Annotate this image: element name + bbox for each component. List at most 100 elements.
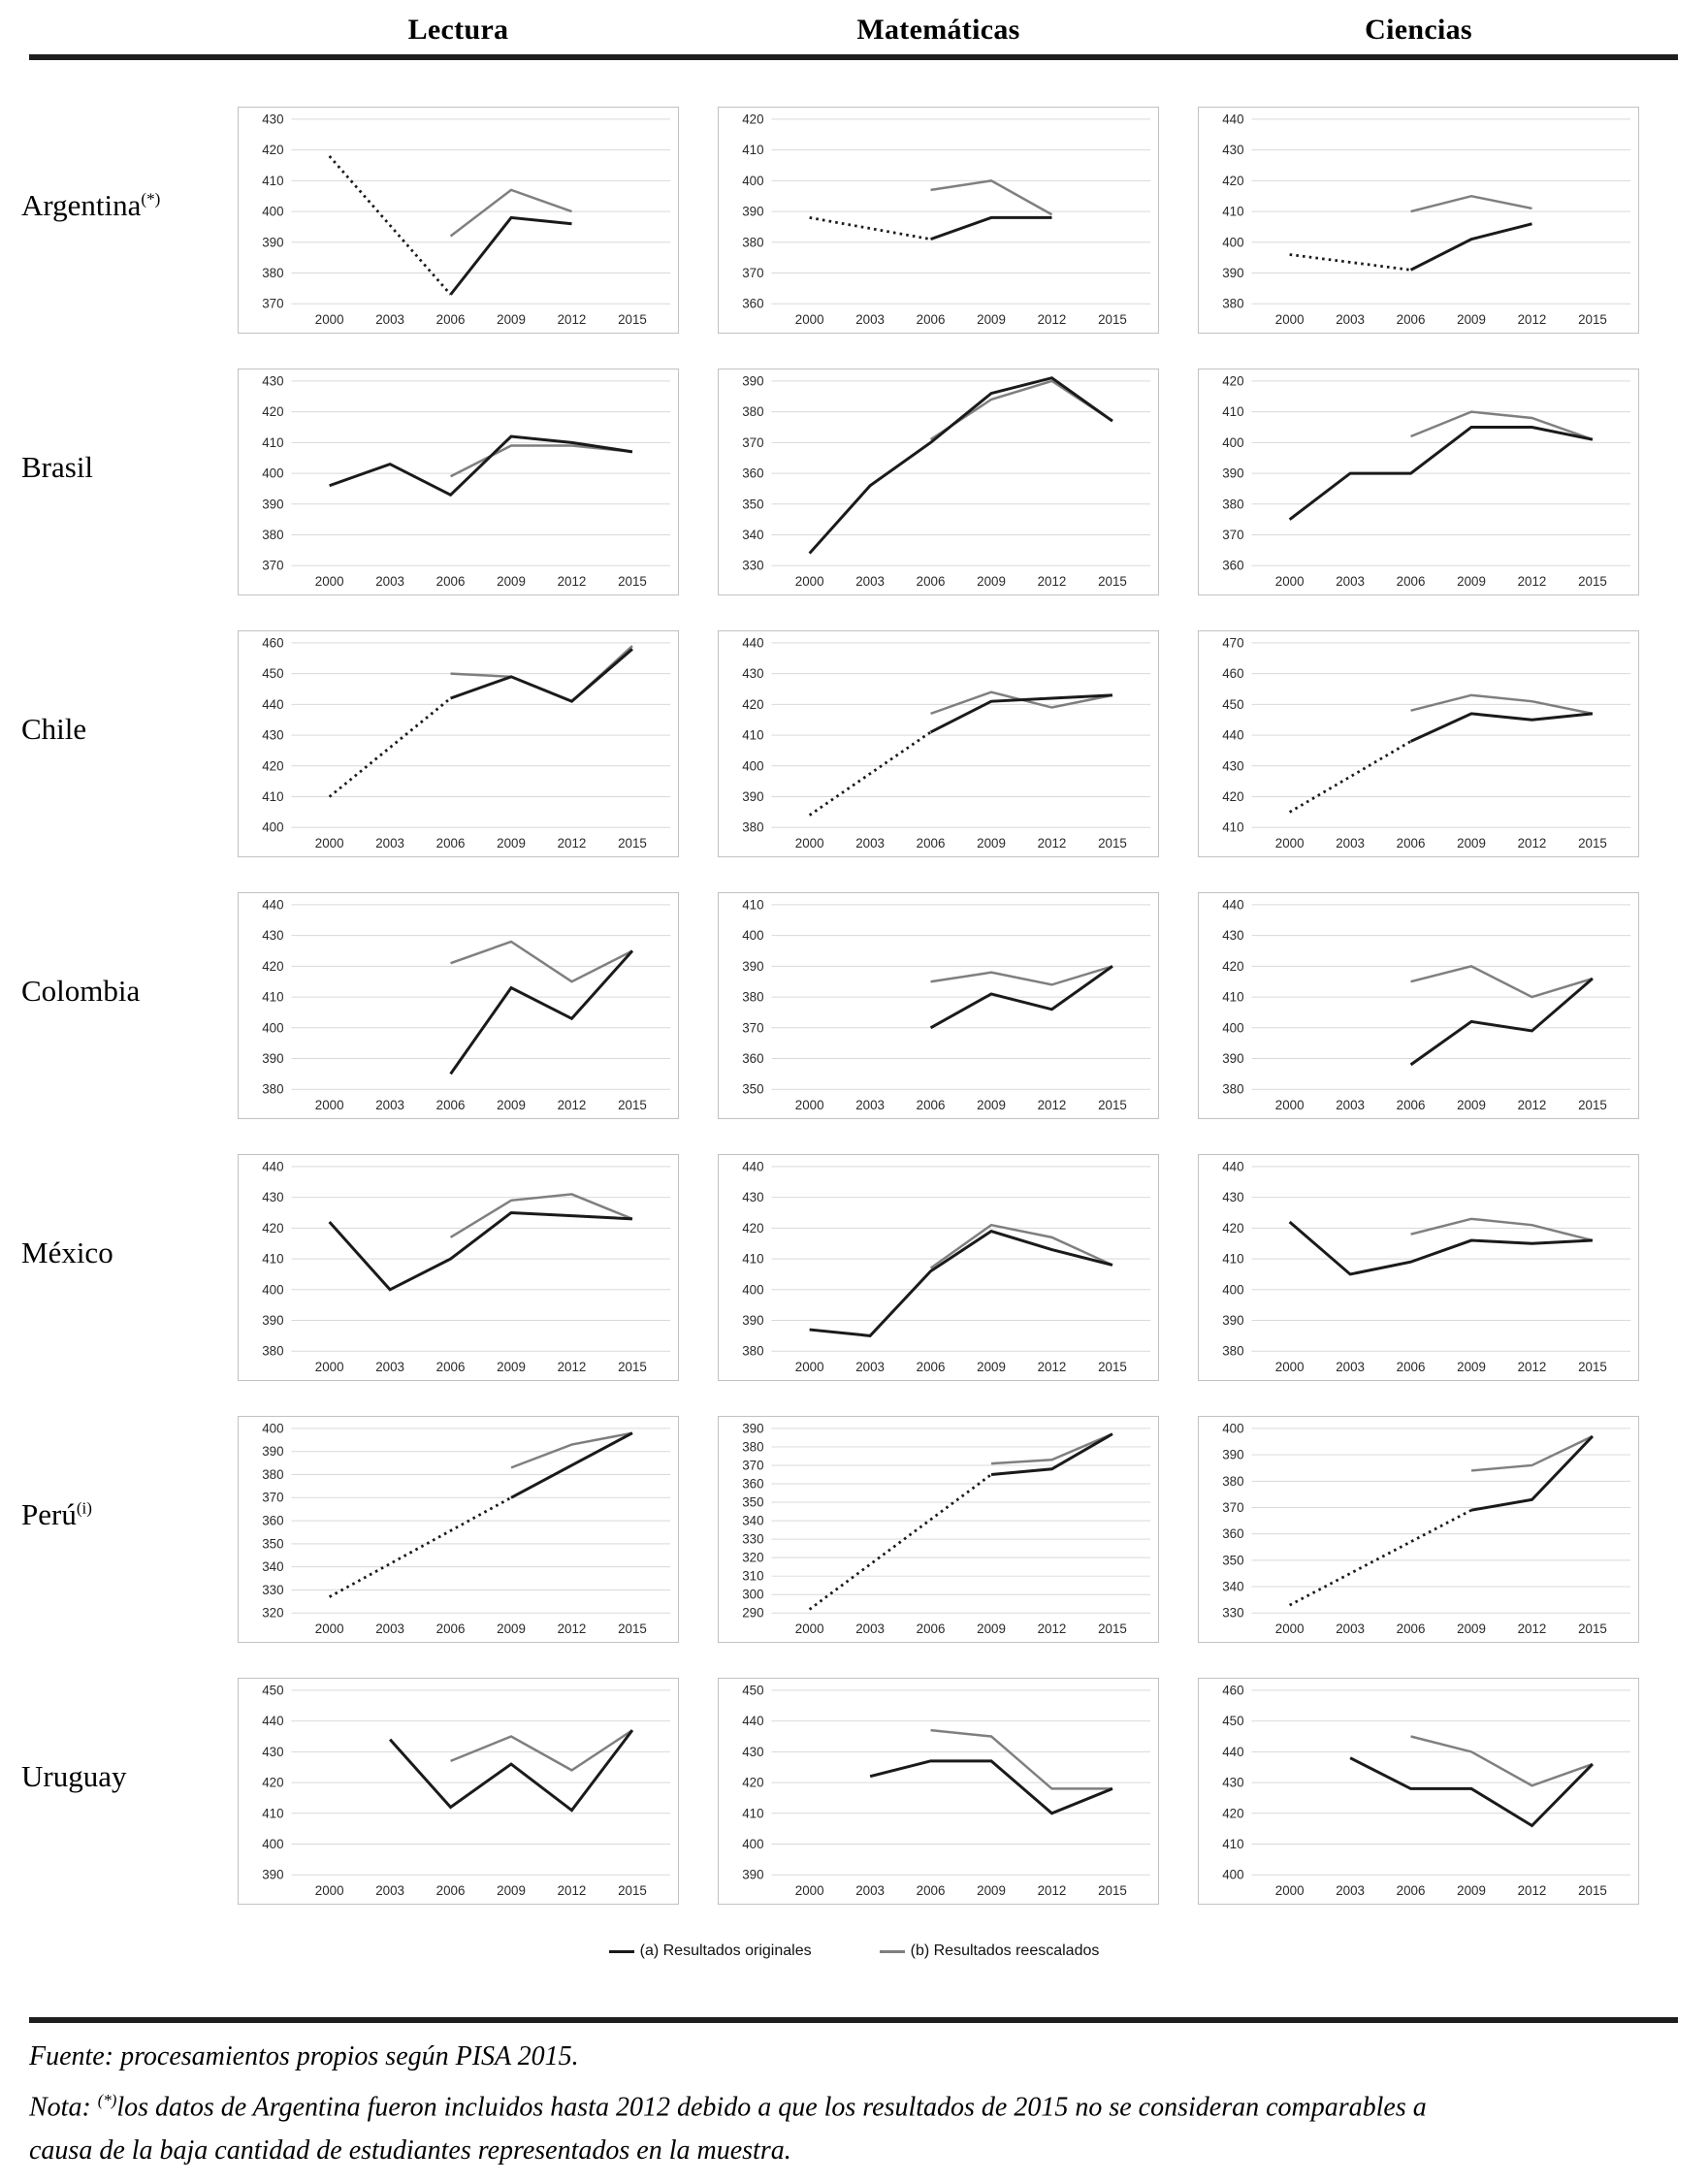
svg-text:360: 360 <box>742 466 763 481</box>
svg-text:400: 400 <box>742 1282 763 1297</box>
series-a-line <box>808 376 1113 555</box>
svg-text:420: 420 <box>262 143 283 157</box>
gridlines <box>771 1166 1151 1352</box>
svg-text:2000: 2000 <box>315 836 344 851</box>
svg-text:360: 360 <box>1222 559 1243 573</box>
svg-text:410: 410 <box>742 1806 763 1820</box>
svg-text:2000: 2000 <box>1275 574 1305 589</box>
svg-text:390: 390 <box>1222 466 1243 481</box>
svg-text:390: 390 <box>1222 1051 1243 1066</box>
svg-text:400: 400 <box>1222 435 1243 450</box>
y-axis-ticks: 380 390 400 410 420 430 440 <box>742 1159 763 1358</box>
svg-text:2009: 2009 <box>497 1621 526 1636</box>
svg-text:2000: 2000 <box>315 312 344 327</box>
svg-text:2000: 2000 <box>1275 836 1305 851</box>
svg-text:2012: 2012 <box>558 1098 587 1112</box>
series-b-line <box>450 940 633 983</box>
svg-text:430: 430 <box>262 1745 283 1759</box>
svg-text:380: 380 <box>262 1344 283 1359</box>
svg-text:2003: 2003 <box>375 312 404 327</box>
svg-text:2012: 2012 <box>558 1621 587 1636</box>
svg-text:460: 460 <box>262 635 283 650</box>
svg-text:400: 400 <box>1222 1421 1243 1435</box>
svg-text:2009: 2009 <box>977 1360 1006 1374</box>
svg-text:2000: 2000 <box>1275 1360 1305 1374</box>
svg-text:2006: 2006 <box>436 312 466 327</box>
svg-text:410: 410 <box>1222 404 1243 419</box>
y-axis-ticks: 350 360 370 380 390 400 410 <box>742 897 763 1096</box>
svg-text:390: 390 <box>262 1313 283 1328</box>
svg-text:410: 410 <box>742 728 763 743</box>
svg-text:2009: 2009 <box>977 1621 1006 1636</box>
svg-text:350: 350 <box>262 1536 283 1551</box>
svg-text:2006: 2006 <box>1397 574 1426 589</box>
series-a-line <box>449 215 572 296</box>
svg-text:2015: 2015 <box>618 312 647 327</box>
gridlines <box>1251 642 1631 828</box>
footnotes: Fuente: procesamientos propios según PIS… <box>29 2035 1683 2172</box>
x-axis-labels: 2000 2003 2006 2009 2012 2015 <box>315 1883 647 1898</box>
svg-text:2009: 2009 <box>1457 1360 1486 1374</box>
svg-text:2015: 2015 <box>1578 1883 1607 1898</box>
x-axis-labels: 2000 2003 2006 2009 2012 2015 <box>795 1883 1127 1898</box>
svg-text:410: 410 <box>262 174 283 188</box>
y-axis-ticks: 370 380 390 400 410 420 430 <box>262 373 283 572</box>
chart-colombia-ciencias: 380 390 400 410 420 430 440 2000 2003 2006 2009 201… <box>1198 892 1639 1119</box>
legend-item-originales: (a) Resultados originales <box>608 1942 812 1960</box>
series-b-line <box>929 379 1113 441</box>
svg-text:380: 380 <box>742 404 763 419</box>
svg-text:2012: 2012 <box>1518 1621 1547 1636</box>
column-header-ciencias: Ciencias <box>1365 14 1472 46</box>
svg-text:2009: 2009 <box>977 836 1006 851</box>
svg-text:430: 430 <box>262 728 283 743</box>
x-axis-labels: 2000 2003 2006 2009 2012 2015 <box>315 1098 647 1112</box>
series-b-line <box>1410 965 1594 999</box>
svg-text:450: 450 <box>742 1683 763 1697</box>
svg-text:430: 430 <box>1222 758 1243 773</box>
svg-text:2000: 2000 <box>795 1098 824 1112</box>
svg-text:2009: 2009 <box>497 1360 526 1374</box>
svg-text:440: 440 <box>262 697 283 712</box>
svg-text:410: 410 <box>1222 990 1243 1005</box>
svg-text:2015: 2015 <box>1578 1621 1607 1636</box>
series-a-line <box>1470 1434 1595 1512</box>
svg-text:320: 320 <box>742 1551 763 1565</box>
series-b-line <box>1410 194 1532 213</box>
svg-text:360: 360 <box>262 1514 283 1528</box>
svg-text:400: 400 <box>1222 235 1243 249</box>
svg-text:2000: 2000 <box>795 1360 824 1374</box>
svg-text:440: 440 <box>262 897 283 912</box>
svg-text:340: 340 <box>742 1514 763 1528</box>
svg-text:2009: 2009 <box>1457 1098 1486 1112</box>
row-label-colombia: Colombia <box>21 974 141 1008</box>
x-axis-labels: 2000 2003 2006 2009 2012 2015 <box>1275 1098 1607 1112</box>
series-a-line <box>929 965 1113 1030</box>
legend-label-a: (a) Resultados originales <box>639 1942 812 1959</box>
series-a-dotted-line <box>1289 253 1411 272</box>
svg-text:450: 450 <box>262 666 283 681</box>
chart-argentina-ciencias: 380 390 400 410 420 430 440 2000 2003 2006 2009 201… <box>1198 107 1639 334</box>
svg-text:440: 440 <box>742 635 763 650</box>
svg-text:410: 410 <box>1222 820 1243 835</box>
series-a-line <box>929 693 1113 734</box>
series-a-line <box>1288 1220 1594 1276</box>
svg-text:2012: 2012 <box>1038 312 1067 327</box>
series-b-line <box>450 444 633 478</box>
svg-text:2003: 2003 <box>1336 1883 1365 1898</box>
svg-text:340: 340 <box>742 528 763 542</box>
legend-swatch-a <box>608 1949 634 1953</box>
chart-mexico-ciencias: 380 390 400 410 420 430 440 2000 2003 2006 2009 201… <box>1198 1154 1639 1381</box>
svg-text:400: 400 <box>742 928 763 943</box>
series-a-line <box>990 1432 1113 1476</box>
svg-text:420: 420 <box>1222 373 1243 388</box>
svg-text:420: 420 <box>1222 959 1243 974</box>
svg-text:2003: 2003 <box>375 1621 404 1636</box>
argentina-note-continued: causa de la baja cantidad de estudiantes… <box>29 2135 791 2167</box>
series-a-line <box>329 434 633 498</box>
svg-text:400: 400 <box>1222 1868 1243 1882</box>
chart-uruguay-lectura: 390 400 410 420 430 440 450 2000 2003 2006 2009 201… <box>238 1678 679 1905</box>
y-axis-ticks: 390 400 410 420 430 440 450 <box>742 1683 763 1881</box>
svg-text:2009: 2009 <box>1457 1621 1486 1636</box>
svg-text:380: 380 <box>1222 497 1243 511</box>
series-a-line <box>1409 222 1532 272</box>
